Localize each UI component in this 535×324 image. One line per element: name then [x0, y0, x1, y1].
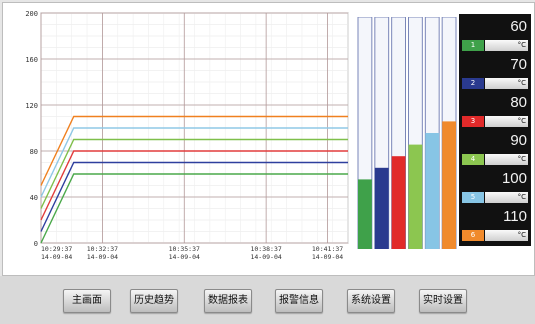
unit-label: °C: [485, 154, 528, 165]
bar-gauge-chart: [357, 16, 457, 250]
y-tick-label: 80: [30, 148, 38, 156]
y-tick-label: 0: [34, 240, 38, 248]
unit-text: °C: [517, 41, 526, 49]
bar-fill: [408, 144, 423, 249]
series-line: [40, 138, 348, 209]
channel-chip: 2: [462, 78, 484, 89]
channel-chip: 4: [462, 154, 484, 165]
unit-text: °C: [517, 79, 526, 87]
reading-value: 70: [510, 56, 527, 73]
trend-chart: 0408012016020010:29:3714-09-0410:32:3714…: [25, 10, 349, 261]
reading-1: 60 1 °C: [459, 16, 531, 54]
unit-label: °C: [485, 230, 528, 241]
unit-label: °C: [485, 78, 528, 89]
nav-footer: 主画面 历史趋势 数据报表 报警信息 系统设置 实时设置: [0, 276, 535, 324]
reading-value: 60: [510, 18, 527, 35]
x-tick-date: 14-09-04: [250, 253, 281, 261]
bar-gauge-panel: [355, 16, 459, 250]
unit-text: °C: [517, 193, 526, 201]
unit-text: °C: [517, 117, 526, 125]
y-tick-label: 120: [25, 102, 38, 110]
x-tick-time: 10:41:37: [312, 245, 343, 253]
series-line: [40, 161, 348, 232]
reading-value: 90: [510, 132, 527, 149]
y-tick-label: 160: [25, 56, 38, 64]
data-report-button[interactable]: 数据报表: [204, 289, 252, 313]
unit-text: °C: [517, 231, 526, 239]
bar-fill: [391, 156, 406, 249]
main-screen-button[interactable]: 主画面: [63, 289, 111, 313]
channel-chip: 3: [462, 116, 484, 127]
bar-fill: [442, 121, 456, 249]
unit-text: °C: [517, 155, 526, 163]
x-tick-time: 10:38:37: [250, 245, 281, 253]
main-display: 0 40 80 120 160 200 10:29:37 14-09-04 10:32:37 14…: [2, 2, 535, 276]
bar-fill: [425, 133, 440, 249]
bar-fill: [358, 179, 372, 249]
x-tick-time: 10:35:37: [169, 245, 200, 253]
bar-fill: [374, 167, 389, 249]
x-tick-time: 10:29:37: [41, 245, 72, 253]
y-tick-label: 40: [30, 194, 38, 202]
reading-2: 70 2 °C: [459, 54, 531, 92]
series-line: [40, 127, 348, 198]
x-tick-date: 14-09-04: [41, 253, 72, 261]
x-tick-time: 10:32:37: [87, 245, 118, 253]
history-trend-button[interactable]: 历史趋势: [130, 289, 178, 313]
unit-label: °C: [485, 116, 528, 127]
realtime-settings-button[interactable]: 实时设置: [419, 289, 467, 313]
system-settings-button[interactable]: 系统设置: [347, 289, 395, 313]
alarm-info-button[interactable]: 报警信息: [275, 289, 323, 313]
channel-chip: 5: [462, 192, 484, 203]
series-line: [40, 150, 348, 221]
readings-panel: 60 1 °C 70 2 °C 80 3 °C 90 4 °C 100 5 °C…: [459, 14, 531, 246]
reading-value: 110: [503, 208, 527, 225]
x-tick-date: 14-09-04: [169, 253, 200, 261]
series-line: [40, 115, 348, 186]
reading-6: 110 6 °C: [459, 206, 531, 244]
y-tick-label: 200: [25, 10, 38, 18]
reading-value: 80: [510, 94, 527, 111]
reading-4: 90 4 °C: [459, 130, 531, 168]
unit-label: °C: [485, 192, 528, 203]
reading-5: 100 5 °C: [459, 168, 531, 206]
unit-label: °C: [485, 40, 528, 51]
x-tick-date: 14-09-04: [312, 253, 343, 261]
channel-chip: 6: [462, 230, 484, 241]
series-line: [40, 173, 348, 244]
reading-value: 100: [501, 170, 527, 187]
channel-chip: 1: [462, 40, 484, 51]
x-tick-date: 14-09-04: [87, 253, 118, 261]
reading-3: 80 3 °C: [459, 92, 531, 130]
